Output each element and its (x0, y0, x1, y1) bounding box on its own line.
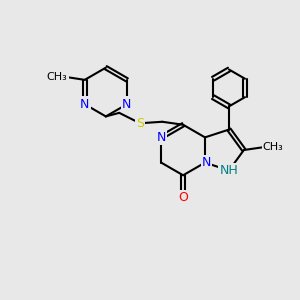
Text: O: O (178, 191, 188, 204)
Text: CH₃: CH₃ (47, 72, 68, 82)
Text: NH: NH (220, 164, 238, 177)
Text: N: N (80, 98, 89, 111)
Text: N: N (122, 98, 132, 111)
Text: CH₃: CH₃ (262, 142, 284, 152)
Text: S: S (136, 117, 144, 130)
Text: N: N (202, 156, 211, 169)
Text: N: N (157, 131, 166, 144)
